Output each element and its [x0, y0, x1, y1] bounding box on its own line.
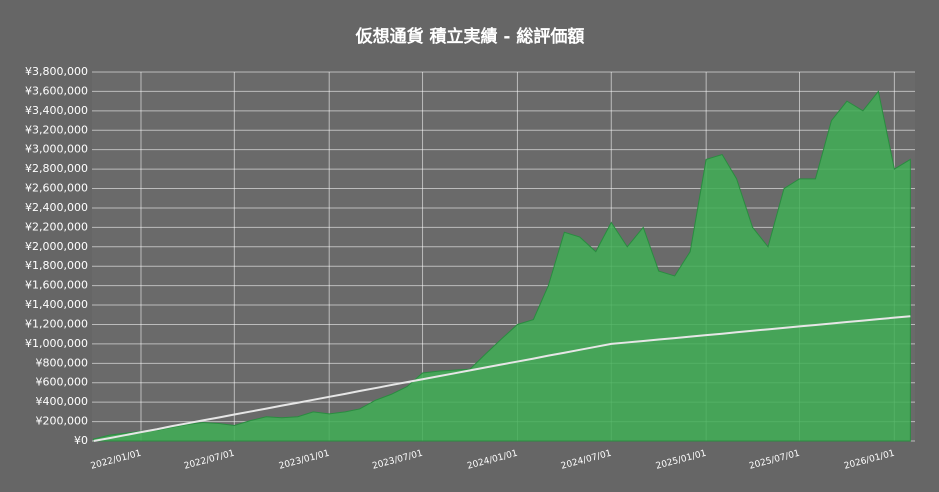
- area: [93, 90, 911, 442]
- y-tick-label: ¥2,400,000: [25, 201, 88, 214]
- y-tick-label: ¥1,400,000: [25, 298, 88, 311]
- y-tick-label: ¥1,600,000: [25, 279, 88, 292]
- y-tick-label: ¥2,800,000: [25, 162, 88, 175]
- y-tick-label: ¥3,400,000: [25, 104, 88, 117]
- line: [93, 315, 911, 442]
- chart-title: 仮想通貨 積立実績 - 総評価額: [355, 26, 585, 47]
- y-tick-label: ¥2,600,000: [25, 182, 88, 195]
- y-tick-label: ¥800,000: [36, 356, 89, 369]
- y-tick-label: ¥2,200,000: [25, 220, 88, 233]
- y-tick-label: ¥600,000: [36, 376, 89, 389]
- y-tick-label: ¥2,000,000: [25, 240, 88, 253]
- y-tick-label: ¥1,200,000: [25, 317, 88, 330]
- y-tick-label: ¥200,000: [36, 415, 89, 428]
- y-tick-label: ¥1,000,000: [25, 337, 88, 350]
- y-tick-label: ¥0: [74, 434, 88, 447]
- y-tick-label: ¥3,000,000: [25, 143, 88, 156]
- y-tick-label: ¥1,800,000: [25, 259, 88, 272]
- y-tick-label: ¥400,000: [36, 395, 89, 408]
- y-tick-label: ¥3,200,000: [25, 123, 88, 136]
- y-tick-label: ¥3,600,000: [25, 84, 88, 97]
- y-tick-label: ¥3,800,000: [25, 65, 88, 78]
